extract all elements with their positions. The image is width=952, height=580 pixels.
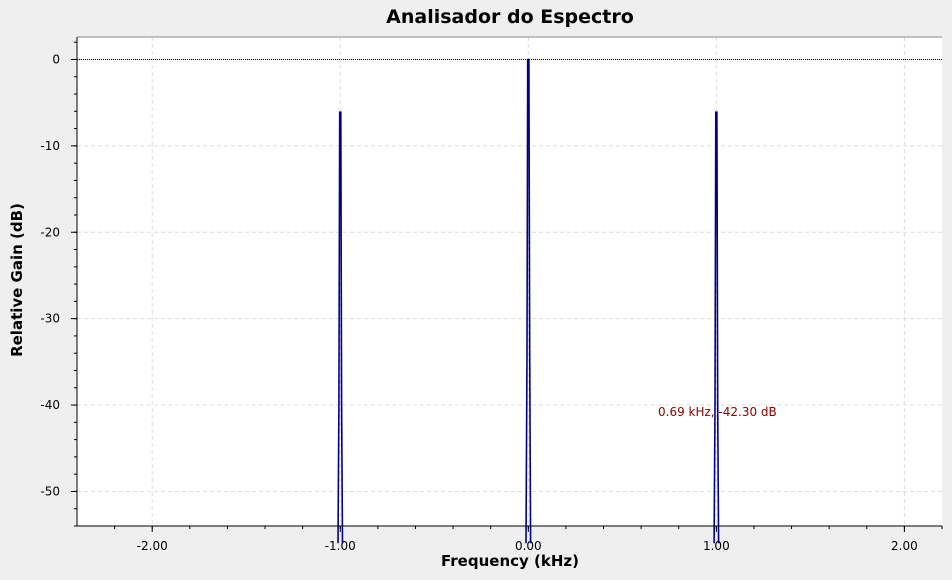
- chart-title: Analisador do Espectro: [386, 6, 634, 28]
- y-tick-label: -50: [40, 484, 60, 498]
- x-tick-label: -1.00: [325, 539, 356, 553]
- y-tick-label: 0: [52, 52, 60, 66]
- y-tick-label: -10: [40, 139, 60, 153]
- grid: [77, 37, 942, 526]
- y-tick-label: -40: [40, 398, 60, 412]
- x-axis-label: Frequency (kHz): [441, 552, 579, 570]
- x-tick-label: 1.00: [703, 539, 730, 553]
- axis-ticks: -2.00 -1.00 0.00 1.00 2.00 0 -10 -20 -30 -40 -50: [40, 41, 943, 553]
- spectrum-peak: [713, 111, 720, 544]
- marker-annotation: 0.69 kHz, -42.30 dB: [658, 405, 777, 419]
- plot-canvas[interactable]: [77, 37, 942, 526]
- y-tick-label: -20: [40, 225, 60, 239]
- spectrum-peak: [337, 111, 344, 544]
- spectrum-peak: [525, 58, 532, 544]
- series-layer: [337, 58, 720, 544]
- y-tick-label: -30: [40, 312, 60, 326]
- x-tick-label: 0.00: [515, 539, 542, 553]
- x-tick-label: 2.00: [891, 539, 918, 553]
- x-tick-label: -2.00: [137, 539, 168, 553]
